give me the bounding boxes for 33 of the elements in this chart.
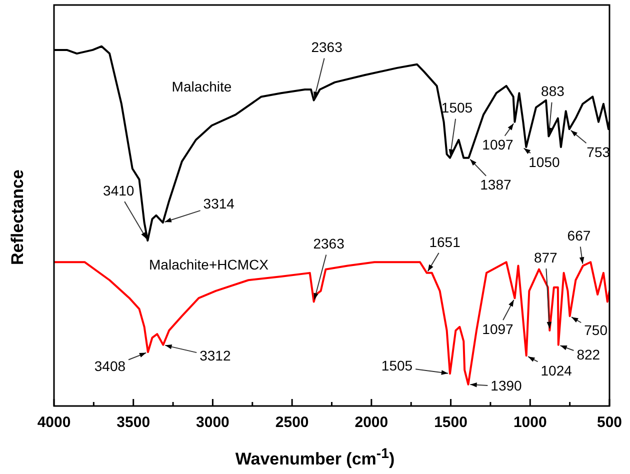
annotation: 3314 xyxy=(203,195,235,212)
annotation: 1651 xyxy=(429,234,461,250)
annotation: 3410 xyxy=(103,182,134,198)
annotation: 3408 xyxy=(94,358,126,374)
annotation: 877 xyxy=(534,249,558,266)
annotation: 1387 xyxy=(480,176,512,193)
annotation: 2363 xyxy=(313,236,345,252)
annotation: 1097 xyxy=(482,320,514,337)
y-axis-title: Reflectance xyxy=(8,170,28,265)
x-tick-label: 3500 xyxy=(116,414,150,432)
annotation: 822 xyxy=(576,346,600,363)
x-tick-label: 500 xyxy=(596,414,622,432)
annotation: 1097 xyxy=(482,136,514,153)
x-tick-label: 4000 xyxy=(37,414,71,432)
annotation: 2363 xyxy=(311,39,343,56)
annotation: 1505 xyxy=(441,100,473,116)
annotation: 1505 xyxy=(381,357,413,374)
x-tick-label: 2000 xyxy=(354,414,388,432)
annotation: 667 xyxy=(567,228,591,244)
annotation: 1390 xyxy=(490,377,522,394)
annotation: 1024 xyxy=(540,362,572,379)
annotation: 753 xyxy=(586,144,610,160)
x-axis-title: Wavenumber (cm$^{-1}$) xyxy=(234,446,396,470)
series-label: Malachite xyxy=(172,78,232,95)
annotation: 750 xyxy=(584,322,608,338)
annotation: 3312 xyxy=(200,348,231,364)
series-label: Malachite+HCMCX xyxy=(149,256,270,273)
x-tick-label: 1500 xyxy=(434,414,468,432)
x-tick-label: 3000 xyxy=(196,414,230,432)
annotation: 883 xyxy=(541,83,565,100)
annotation: 1050 xyxy=(528,154,560,170)
x-tick-label: 1000 xyxy=(513,414,547,432)
x-tick-label: 2500 xyxy=(275,414,309,432)
